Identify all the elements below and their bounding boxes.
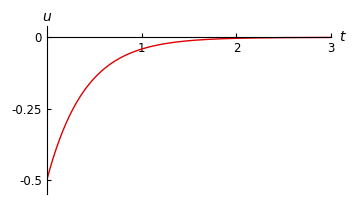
Text: u: u: [42, 11, 51, 24]
Text: t: t: [339, 30, 344, 44]
